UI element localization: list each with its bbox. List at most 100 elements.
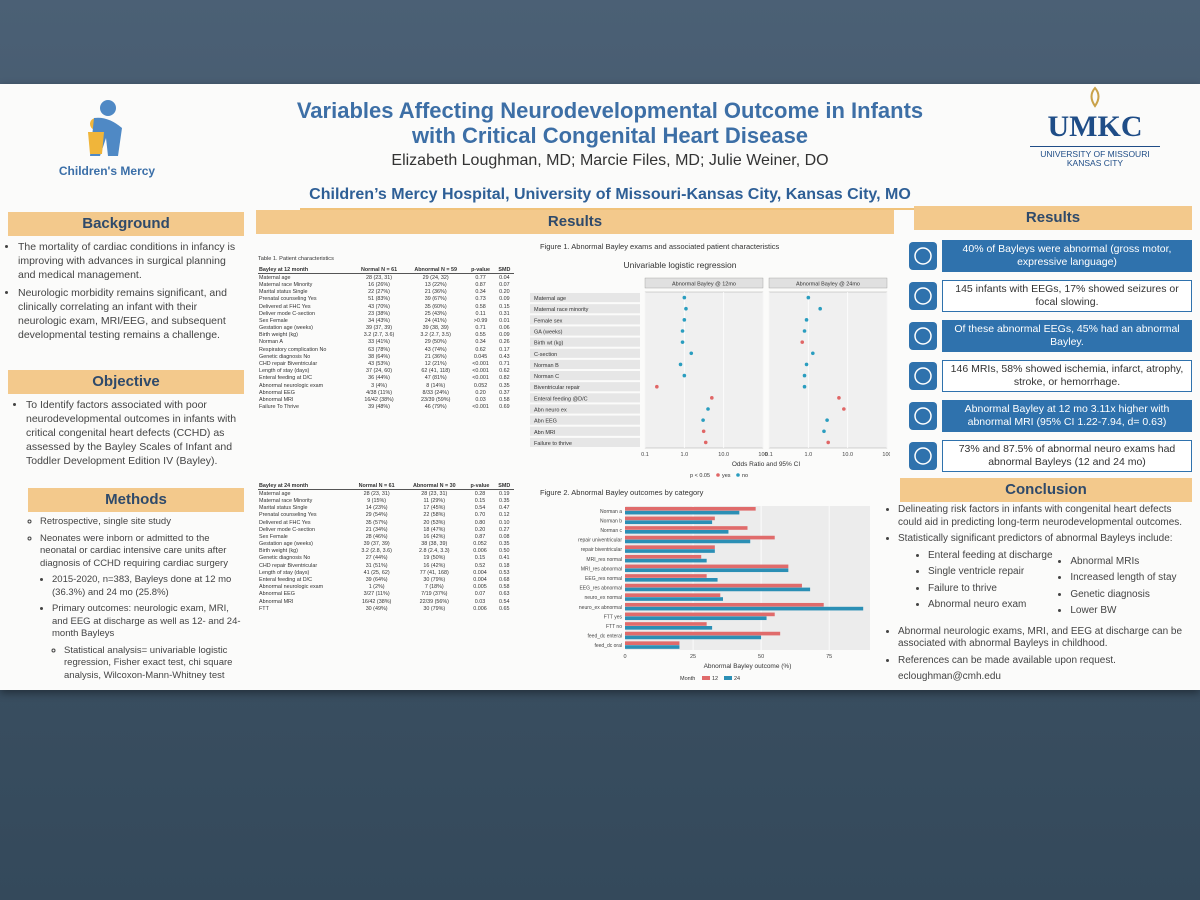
- bullet-list: To Identify factors associated with poor…: [14, 398, 244, 468]
- bullet: 2015-2020, n=383, Bayleys done at 12 mo …: [52, 574, 244, 599]
- table-cell: 21 (36%): [424, 289, 447, 296]
- objective-text: To Identify factors associated with poor…: [14, 398, 244, 472]
- table-cell: 3.2 (2.7, 3.6): [363, 332, 395, 339]
- row-label: Birth wt (kg): [534, 341, 564, 347]
- row-label: Female sex: [534, 318, 563, 324]
- table-cell: 28 (46%): [365, 533, 388, 540]
- y-tick-label: EEG_res abnormal: [579, 586, 622, 592]
- table-cell: 0.28: [474, 490, 486, 497]
- table-cell: Enteral feeding at D/C: [259, 375, 313, 382]
- table-row: Failure To Thrive 39 (48%) 46 (79%) <0.001 0…: [258, 404, 514, 411]
- column-header: Abnormal N = 30: [403, 482, 466, 491]
- column-header: p-value: [466, 266, 495, 275]
- table-cell: 0.07: [474, 591, 486, 598]
- section-heading: Objective: [8, 370, 244, 394]
- table-cell: Enteral feeding at D/C: [259, 577, 313, 584]
- table-cell: <0.001: [472, 375, 489, 382]
- column-header: Normal N = 61: [352, 266, 406, 275]
- table-cell: 3.2 (2.8, 3.6): [361, 548, 392, 555]
- table-cell: 0.006: [473, 548, 487, 555]
- table-cell: 41 (25, 62): [363, 569, 390, 576]
- table-2: Bayley at 24 month Normal N = 61 Abnormal …: [258, 482, 514, 612]
- contact: ecloughman@cmh.edu: [898, 671, 1001, 682]
- table-cell: 39 (37, 39): [366, 325, 393, 332]
- table-cell: 29 (24, 32): [422, 274, 449, 281]
- table-cell: 37 (24, 60): [366, 368, 393, 375]
- legend-swatch: [736, 473, 740, 477]
- table-cell: 0.18: [498, 562, 510, 569]
- table-cell: 13 (22%): [424, 281, 447, 288]
- table-cell: Marital status Single: [259, 505, 308, 512]
- table-cell: 0.87: [475, 281, 486, 288]
- bar: [625, 535, 775, 540]
- table-row: Maternal race Minority 16 (26%) 13 (22%) 0.…: [258, 281, 514, 288]
- row-label: Biventricular repair: [534, 385, 580, 391]
- odds-ratio-point: [802, 373, 807, 378]
- table-row: Birth weight (kg) 3.2 (2.8, 3.6) 2.8 (2.4,…: [258, 548, 514, 555]
- legend-title: p < 0.05: [690, 473, 710, 479]
- odds-ratio-point: [701, 418, 705, 422]
- table-cell: 8/33 (24%): [422, 389, 449, 396]
- result-row: 40% of Bayleys were abnormal (gross moto…: [908, 240, 1192, 272]
- bar: [625, 539, 751, 544]
- y-tick-label: repair univentricular: [578, 538, 622, 544]
- table-cell: 27 (44%): [365, 555, 388, 562]
- panel-header: Abnormal Bayley @ 24mo: [796, 282, 860, 288]
- table-cell: 0.35: [498, 541, 510, 548]
- table-cell: 0.15: [474, 497, 486, 504]
- table-cell: 63 (78%): [368, 346, 390, 353]
- results-boxes: 40% of Bayleys were abnormal (gross moto…: [908, 240, 1192, 480]
- table-cell: 0.58: [499, 396, 510, 403]
- table-cell: 7/19 (37%): [421, 591, 448, 598]
- table-cell: 0.62: [499, 368, 510, 375]
- table-cell: 77 (41, 168): [419, 569, 449, 576]
- bullet: Abnormal MRIs: [1070, 556, 1192, 569]
- legend-label: 24: [734, 676, 740, 682]
- table-row: Abnormal MRI 16/42 (38%) 23/39 (59%) 0.03 0.…: [258, 396, 514, 403]
- table-cell: 0.63: [498, 591, 510, 598]
- table-cell: Abnormal MRI: [259, 396, 294, 403]
- table-cell: 0.26: [499, 339, 510, 346]
- table-cell: 16 (42%): [423, 533, 446, 540]
- table-row: Genetic diagnosis No 38 (64%) 21 (36%) 0.04…: [258, 353, 514, 360]
- table-cell: 39 (67%): [424, 296, 447, 303]
- bullet: Failure to thrive: [928, 583, 1058, 596]
- bullet-list: Enteral feeding at discharge Single ventr…: [916, 550, 1058, 622]
- bullet: Neurologic morbidity remains significant…: [18, 286, 244, 342]
- x-tick-label: 25: [690, 654, 696, 660]
- row-band: [530, 426, 640, 436]
- column-header: Bayley at 12 month: [258, 266, 353, 275]
- logo-right-line1: UNIVERSITY OF MISSOURI: [1030, 146, 1160, 159]
- icon: [909, 402, 937, 430]
- table-cell: 22 (58%): [423, 512, 446, 519]
- panel-bg: [768, 291, 888, 449]
- odds-ratio-point: [703, 440, 708, 445]
- x-tick-label: 0: [623, 654, 626, 660]
- bullet: Lower BW: [1070, 605, 1192, 618]
- table-cell: Deliver mode C-section: [259, 526, 316, 533]
- bullet: Neonates were inborn or admitted to the …: [40, 533, 244, 571]
- figure-caption: Figure 1. Abnormal Bayley exams and asso…: [540, 242, 780, 251]
- table-1: Bayley at 12 month Normal N = 61 Abnormal …: [258, 266, 514, 411]
- table-cell: Sex Female: [259, 317, 288, 324]
- figure-1: Univariable logistic regression Maternal …: [530, 260, 890, 479]
- y-tick-label: Norman b: [600, 518, 622, 524]
- table-cell: Prenatal counseling Yes: [259, 512, 317, 519]
- table-cell: 0.71: [499, 361, 510, 368]
- table-row: Length of stay (days) 37 (24, 60) 62 (41, …: [258, 368, 514, 375]
- table-cell: 0.10: [498, 519, 510, 526]
- bar: [625, 612, 775, 617]
- table-cell: Abnormal neurologic exam: [259, 382, 324, 389]
- logo-right: UMKC: [1047, 110, 1143, 143]
- table-cell: Genetic diagnosis No: [259, 555, 311, 562]
- bullet: Statistical analysis= univariable logist…: [64, 645, 244, 683]
- section-heading: Results: [256, 210, 894, 234]
- icon: [909, 282, 937, 310]
- table-cell: 51 (83%): [368, 296, 390, 303]
- x-tick-label: 10.0: [842, 452, 853, 458]
- table-cell: 0.73: [475, 296, 486, 303]
- table-cell: Gestation age (weeks): [259, 541, 313, 548]
- icon-glyph: [914, 327, 932, 345]
- table-cell: Length of stay (days): [259, 569, 310, 576]
- table-cell: 3/27 (11%): [363, 591, 390, 598]
